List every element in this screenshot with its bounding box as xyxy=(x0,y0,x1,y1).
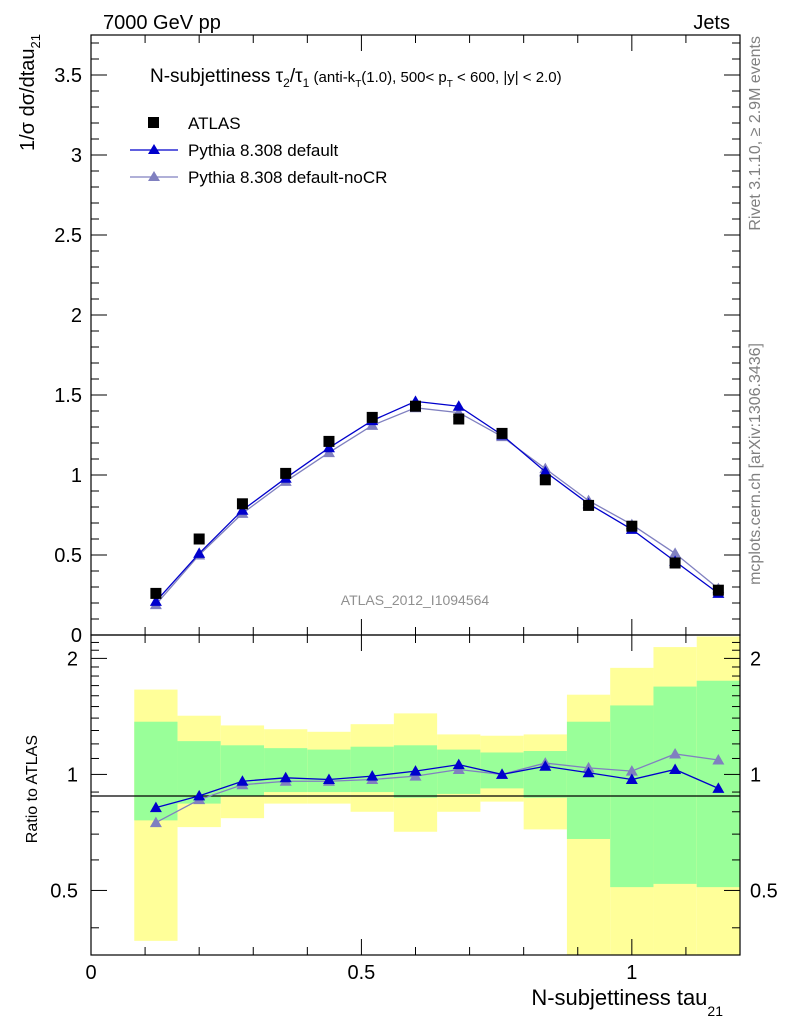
ratio-point-default xyxy=(625,773,638,785)
ratio-y-tick-label: 1 xyxy=(67,764,78,786)
ratio-line-default xyxy=(155,764,719,809)
main-point-atlas xyxy=(150,587,162,599)
main-point-atlas xyxy=(669,557,681,569)
main-point-atlas xyxy=(366,411,378,423)
mcplots-credit-label: mcplots.cern.ch [arXiv:1306.3436] xyxy=(747,343,764,585)
x-axis-label: N-subjettiness tau21 xyxy=(531,985,723,1019)
main-y-tick-label: 3.5 xyxy=(54,65,82,87)
main-point-atlas xyxy=(323,435,335,447)
main-line-default xyxy=(155,400,719,602)
chart-title: N-subjettiness τ2/τ1 (anti-kT(1.0), 500<… xyxy=(150,66,562,90)
main-plot-series xyxy=(149,395,725,610)
ratio-inner-band xyxy=(653,686,697,884)
ratio-y-tick-label-right: 0.5 xyxy=(750,880,778,902)
ratio-point-nocr xyxy=(625,765,638,776)
main-plot-panel: 0 0.5 1 1.5 2 2.5 3 3.5 N-subjettiness τ2/τ1 (a… xyxy=(17,34,741,647)
ratio-point-default xyxy=(496,768,509,779)
ratio-point-nocr xyxy=(712,753,725,765)
ratio-inner-band xyxy=(350,746,394,793)
main-point-atlas xyxy=(626,520,638,532)
x-tick-label: 0 xyxy=(85,962,96,984)
legend-label-default: Pythia 8.308 default xyxy=(188,141,339,160)
main-point-default xyxy=(149,595,162,606)
main-point-default xyxy=(322,441,335,453)
legend-marker-nocr xyxy=(148,171,160,181)
main-line-nocr xyxy=(155,407,719,606)
main-point-atlas xyxy=(453,413,465,425)
ratio-point-default xyxy=(582,766,595,778)
ratio-point-default xyxy=(193,789,206,801)
main-point-nocr xyxy=(669,547,682,558)
ratio-inner-band xyxy=(566,721,611,839)
ratio-point-default xyxy=(539,760,552,771)
ratio-point-default xyxy=(712,782,725,793)
main-point-atlas xyxy=(712,584,724,596)
main-point-atlas xyxy=(583,499,595,511)
main-point-atlas xyxy=(539,474,551,486)
main-point-default xyxy=(452,400,465,411)
main-point-atlas xyxy=(236,498,248,510)
main-y-tick-label: 1.5 xyxy=(54,385,82,407)
ratio-point-default xyxy=(452,758,465,770)
main-y-tick-label: 0.5 xyxy=(54,545,82,567)
legend: ATLAS Pythia 8.308 default Pythia 8.308 … xyxy=(130,114,387,187)
ratio-point-default xyxy=(149,801,162,813)
legend-marker-default xyxy=(148,144,160,154)
x-tick-label: 0.5 xyxy=(348,962,376,984)
ratio-line-nocr xyxy=(155,753,719,824)
ratio-y-tick-label: 0.5 xyxy=(50,880,78,902)
ratio-point-default xyxy=(322,773,335,785)
main-point-atlas xyxy=(193,533,205,545)
rivet-version-label: Rivet 3.1.10, ≥ 2.9M events xyxy=(747,36,764,231)
main-point-default xyxy=(193,547,206,558)
main-y-tick-label: 2 xyxy=(71,305,82,327)
ratio-point-default xyxy=(236,775,249,786)
main-y-tick-label: 2.5 xyxy=(54,225,82,247)
legend-marker-atlas xyxy=(148,117,159,128)
legend-label-atlas: ATLAS xyxy=(188,114,241,133)
main-point-default xyxy=(539,465,552,477)
main-y-tick-label: 1 xyxy=(71,465,82,487)
analysis-watermark: ATLAS_2012_I1094564 xyxy=(341,592,490,608)
ratio-point-default xyxy=(366,770,379,781)
legend-label-nocr: Pythia 8.308 default-noCR xyxy=(188,168,387,187)
ratio-point-nocr xyxy=(149,816,162,828)
ratio-y-tick-label-right: 1 xyxy=(750,764,761,786)
main-y-tick-label: 3 xyxy=(71,145,82,167)
main-point-default xyxy=(236,504,249,515)
ratio-point-default xyxy=(279,771,292,783)
x-tick-label: 1 xyxy=(626,962,637,984)
main-y-tick-label: 0 xyxy=(71,625,82,647)
header-process-label: Jets xyxy=(693,12,730,34)
main-point-atlas xyxy=(496,427,508,439)
main-y-axis-label: 1/σ dσ/dtau21 xyxy=(17,34,43,151)
ratio-point-nocr xyxy=(669,747,682,759)
ratio-y-axis-label: Ratio to ATLAS xyxy=(24,735,41,843)
ratio-y-tick-label: 2 xyxy=(67,648,78,670)
ratio-y-tick-label-right: 2 xyxy=(750,648,761,670)
ratio-point-default xyxy=(669,763,682,774)
main-point-atlas xyxy=(280,467,292,479)
ratio-plot-panel: 0.5 0.5 1 1 2 2 0 0.5 1 Ratio to ATLAS N-subjett… xyxy=(24,634,778,1019)
header-energy-label: 7000 GeV pp xyxy=(103,12,221,34)
ratio-point-default xyxy=(409,765,422,776)
ratio-plot-series xyxy=(149,747,725,828)
main-point-atlas xyxy=(410,400,421,412)
